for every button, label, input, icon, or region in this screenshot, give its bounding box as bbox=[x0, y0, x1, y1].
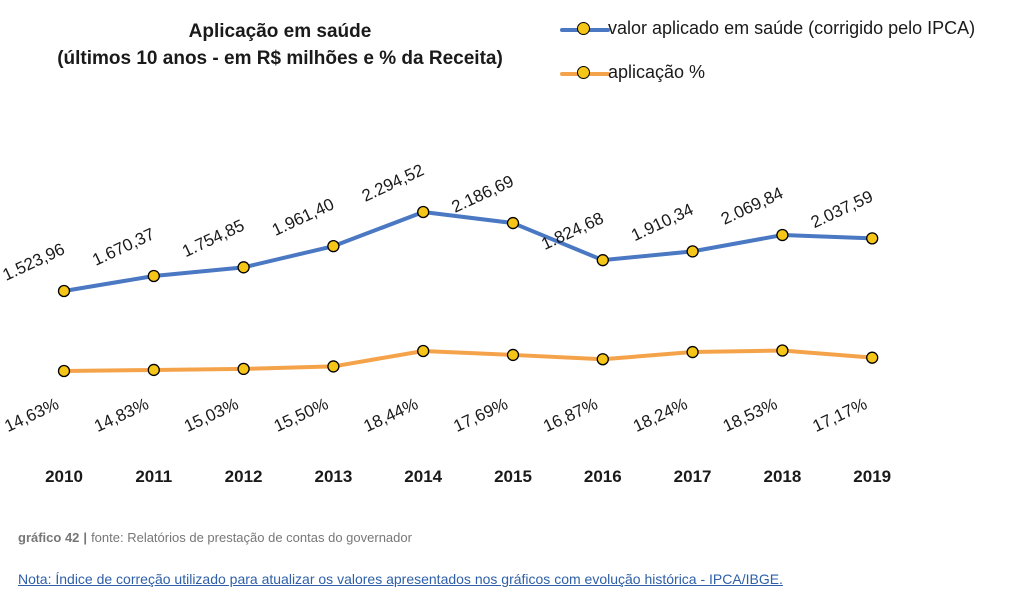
data-point-valor-2013 bbox=[327, 240, 340, 253]
data-label-valor-2015: 2.186,69 bbox=[449, 171, 517, 216]
legend-label-aplicacao: aplicação % bbox=[608, 62, 706, 82]
data-point-valor-2010 bbox=[57, 284, 71, 298]
data-label-aplicacao-2015: 17,69% bbox=[451, 394, 511, 436]
legend-item-valor: valor aplicado em saúde (corrigido pelo … bbox=[560, 12, 1020, 56]
data-point-aplicacao-2014 bbox=[417, 344, 430, 358]
x-tick-label-2019: 2019 bbox=[853, 467, 891, 486]
data-label-aplicacao-2016: 16,87% bbox=[540, 394, 600, 436]
data-point-aplicacao-2015 bbox=[506, 348, 520, 362]
figure-number: gráfico 42 bbox=[18, 530, 80, 545]
data-label-valor-2011: 1.670,37 bbox=[89, 224, 157, 269]
data-point-valor-2014 bbox=[417, 205, 430, 219]
data-label-aplicacao-2014: 18,44% bbox=[361, 394, 421, 436]
data-point-aplicacao-2011 bbox=[147, 363, 160, 377]
data-point-valor-2019 bbox=[866, 232, 879, 245]
series-line-valor bbox=[62, 210, 875, 293]
chart-legend: valor aplicado em saúde (corrigido pelo … bbox=[560, 12, 1020, 100]
data-point-valor-2016 bbox=[596, 254, 609, 267]
x-tick-label-2015: 2015 bbox=[494, 467, 532, 486]
legend-item-aplicacao: aplicação % bbox=[560, 56, 1020, 100]
data-point-valor-2015 bbox=[506, 216, 520, 230]
data-label-valor-2019: 2.037,59 bbox=[808, 187, 876, 232]
data-point-valor-2017 bbox=[686, 245, 699, 258]
line-chart: 1.523,96 1.670,37 1.754,85 1.961,40 2.294,52… bbox=[0, 160, 891, 486]
correction-note: Nota: Índice de correção utilizado para … bbox=[18, 571, 783, 587]
series-line-aplicacao bbox=[62, 348, 875, 373]
data-point-valor-2011 bbox=[147, 269, 160, 283]
x-tick-label-2018: 2018 bbox=[763, 467, 801, 486]
source-text: fonte: Relatórios de prestação de contas… bbox=[91, 530, 412, 545]
data-label-valor-2017: 1.910,34 bbox=[628, 200, 696, 245]
data-point-aplicacao-2018 bbox=[776, 344, 789, 357]
data-label-valor-2010: 1.523,96 bbox=[0, 239, 68, 284]
data-label-aplicacao-2017: 18,24% bbox=[630, 394, 690, 436]
data-point-aplicacao-2012 bbox=[237, 362, 250, 376]
data-label-aplicacao-2013: 15,50% bbox=[271, 394, 331, 436]
data-point-aplicacao-2010 bbox=[57, 364, 71, 378]
data-point-aplicacao-2019 bbox=[866, 351, 879, 364]
x-tick-label-2012: 2012 bbox=[225, 467, 263, 486]
data-label-aplicacao-2012: 15,03% bbox=[181, 394, 241, 436]
x-tick-label-2010: 2010 bbox=[45, 467, 83, 486]
chart-source: gráfico 42 | fonte: Relatórios de prestaçã… bbox=[18, 530, 412, 545]
data-label-aplicacao-2019: 17,17% bbox=[810, 394, 870, 436]
x-tick-label-2017: 2017 bbox=[674, 467, 712, 486]
data-point-aplicacao-2017 bbox=[686, 345, 699, 359]
data-label-valor-2018: 2.069,84 bbox=[718, 183, 786, 228]
x-tick-label-2013: 2013 bbox=[314, 467, 352, 486]
data-label-valor-2014: 2.294,52 bbox=[359, 160, 427, 205]
data-label-aplicacao-2010: 14,63% bbox=[2, 394, 62, 436]
legend-marker-valor bbox=[577, 22, 590, 35]
legend-marker-aplicacao bbox=[577, 66, 590, 79]
x-tick-label-2011: 2011 bbox=[135, 467, 172, 486]
data-point-valor-2012 bbox=[237, 261, 250, 274]
x-tick-label-2014: 2014 bbox=[404, 467, 442, 486]
data-point-aplicacao-2016 bbox=[596, 353, 609, 366]
chart-title-line2: (últimos 10 anos - em R$ milhões e % da … bbox=[57, 48, 503, 69]
chart-title: Aplicação em saúde (últimos 10 anos - em… bbox=[0, 18, 560, 72]
chart-title-line1: Aplicação em saúde bbox=[188, 21, 372, 42]
source-separator: | bbox=[83, 530, 88, 545]
data-point-aplicacao-2013 bbox=[327, 360, 340, 373]
data-point-valor-2018 bbox=[776, 228, 789, 242]
data-label-aplicacao-2011: 14,83% bbox=[91, 394, 151, 436]
data-label-valor-2013: 1.961,40 bbox=[269, 195, 337, 240]
legend-label-valor: valor aplicado em saúde (corrigido pelo … bbox=[608, 18, 976, 38]
data-label-aplicacao-2018: 18,53% bbox=[720, 394, 780, 436]
x-tick-label-2016: 2016 bbox=[584, 467, 622, 486]
data-label-valor-2012: 1.754,85 bbox=[179, 216, 247, 261]
